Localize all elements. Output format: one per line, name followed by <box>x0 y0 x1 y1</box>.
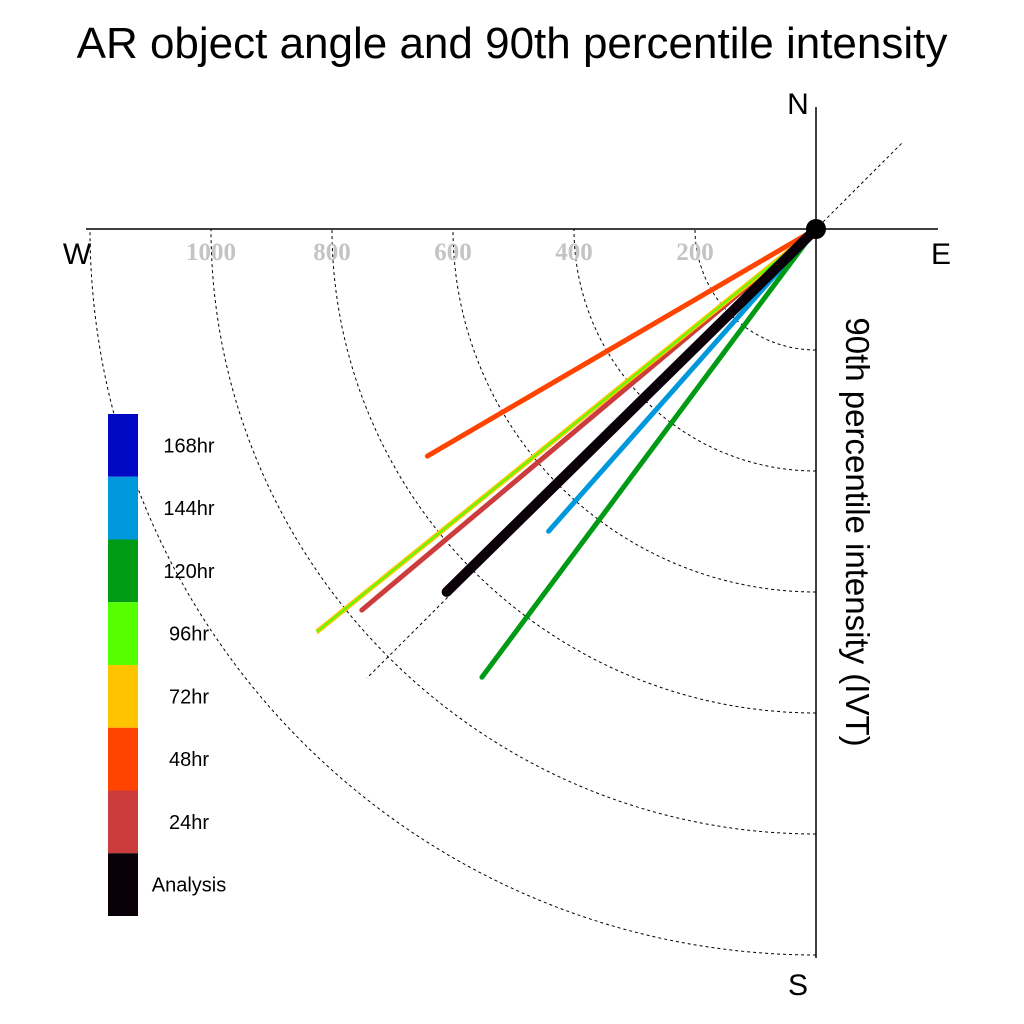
radial-tick-labels: 200 400 600 800 1000 <box>186 239 714 266</box>
radial-tick-label: 200 <box>676 239 714 266</box>
compass-east-label: E <box>931 238 951 271</box>
legend-swatch <box>108 476 138 540</box>
series-line-96hr <box>309 228 817 638</box>
compass-south-label: S <box>788 969 808 1002</box>
legend-swatch <box>108 665 138 728</box>
endpoint-marker <box>295 625 318 648</box>
grid-arc <box>694 228 817 351</box>
legend-label: Analysis <box>152 875 226 897</box>
legend: 168hr 144hr 120hr 96hr 72hr 48hr 24hr Analysis <box>108 414 226 916</box>
legend-label: 24hr <box>169 812 209 834</box>
legend-label: 168hr <box>163 435 214 457</box>
series-line-analysis <box>441 224 821 597</box>
vector-series <box>295 219 826 680</box>
legend-label: 48hr <box>169 749 209 771</box>
radial-tick-label: 800 <box>313 239 351 266</box>
origin-dot <box>806 219 826 239</box>
legend-label: 120hr <box>163 561 214 583</box>
legend-label: 96hr <box>169 624 209 646</box>
legend-label: 144hr <box>163 498 214 520</box>
series-line-48hr <box>424 226 819 459</box>
series-line-120hr <box>479 226 819 680</box>
grid-arc <box>573 228 817 472</box>
radial-tick-label: 400 <box>555 239 593 266</box>
compass-north-label: N <box>787 88 809 121</box>
grid-arc <box>210 228 817 835</box>
radial-tick-label: 1000 <box>186 239 236 266</box>
legend-swatch <box>108 602 138 665</box>
chart-title: AR object angle and 90th percentile inte… <box>77 19 948 68</box>
legend-swatch <box>108 539 138 603</box>
legend-swatch <box>108 790 138 854</box>
legend-label: 72hr <box>169 686 209 708</box>
legend-swatch <box>108 414 138 477</box>
grid-arc <box>89 228 817 956</box>
axes: N S E W <box>63 88 951 1002</box>
compass-west-label: W <box>63 238 92 271</box>
radial-tick-label: 600 <box>434 239 472 266</box>
legend-swatch <box>108 853 138 916</box>
y-axis-label: 90th percentile intensity (IVT) <box>839 317 876 746</box>
legend-swatch <box>108 727 138 791</box>
